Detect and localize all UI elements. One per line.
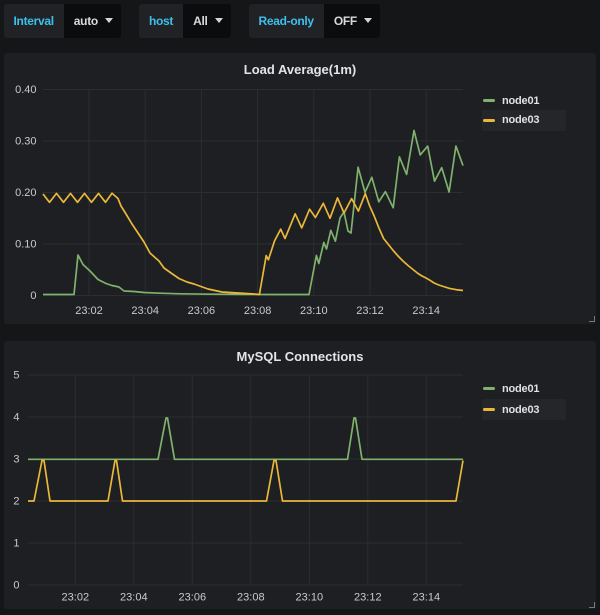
svg-text:23:06: 23:06 [179,592,207,604]
svg-text:23:02: 23:02 [62,592,90,604]
svg-text:5: 5 [13,370,19,382]
svg-text:0.20: 0.20 [15,187,36,199]
svg-text:2: 2 [13,496,19,508]
svg-text:23:10: 23:10 [296,592,324,604]
svg-text:0.30: 0.30 [15,136,36,148]
svg-text:23:04: 23:04 [131,305,159,317]
svg-text:23:02: 23:02 [75,305,103,317]
svg-text:23:08: 23:08 [244,305,272,317]
svg-text:23:06: 23:06 [188,305,216,317]
svg-text:0.10: 0.10 [15,239,36,251]
svg-text:4: 4 [13,412,19,424]
svg-text:0: 0 [30,290,36,302]
svg-text:23:12: 23:12 [356,305,384,317]
svg-text:23:12: 23:12 [354,592,382,604]
svg-text:0.40: 0.40 [15,84,36,96]
svg-text:23:08: 23:08 [237,592,265,604]
svg-text:23:04: 23:04 [120,592,148,604]
svg-text:23:14: 23:14 [412,305,440,317]
svg-text:0: 0 [13,580,19,592]
svg-text:23:14: 23:14 [413,592,441,604]
svg-text:3: 3 [13,454,19,466]
svg-text:1: 1 [13,538,19,550]
svg-text:23:10: 23:10 [300,305,328,317]
